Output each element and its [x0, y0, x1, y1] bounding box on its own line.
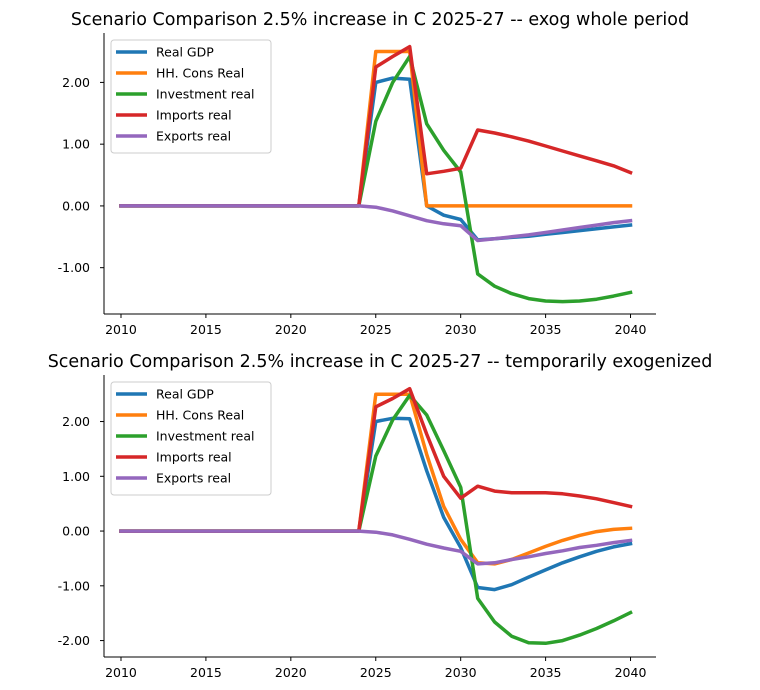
legend-label: Exports real: [156, 471, 231, 486]
y-tick-label: -1.00: [58, 260, 90, 275]
legend-label: Real GDP: [156, 45, 214, 60]
legend-label: Real GDP: [156, 387, 214, 402]
legend-label: Investment real: [156, 87, 254, 102]
chart-title: Scenario Comparison 2.5% increase in C 2…: [71, 10, 689, 30]
x-tick-label: 2030: [445, 665, 477, 680]
x-tick-label: 2010: [105, 322, 137, 337]
chart-temporarily-exogenized: Scenario Comparison 2.5% increase in C 2…: [48, 352, 713, 680]
y-tick-label: 0.00: [62, 198, 90, 213]
y-tick-label: 1.00: [62, 469, 90, 484]
y-tick-label: 1.00: [62, 137, 90, 152]
legend-label: Exports real: [156, 129, 231, 144]
y-tick-label: -2.00: [58, 633, 90, 648]
y-tick-label: 2.00: [62, 75, 90, 90]
legend-label: Investment real: [156, 429, 254, 444]
y-tick-label: 0.00: [62, 524, 90, 539]
chart-title: Scenario Comparison 2.5% increase in C 2…: [48, 352, 713, 372]
x-tick-label: 2010: [105, 665, 137, 680]
x-tick-label: 2040: [615, 665, 647, 680]
legend: Real GDP HH. Cons Real Investment real Impo…: [110, 381, 272, 496]
chart-exog-whole-period: Scenario Comparison 2.5% increase in C 2…: [58, 10, 689, 337]
legend-label: Imports real: [156, 108, 232, 123]
y-tick-label: 2.00: [62, 414, 90, 429]
legend-box: [110, 39, 272, 154]
y-tick-label: -1.00: [58, 578, 90, 593]
x-tick-label: 2025: [360, 322, 392, 337]
x-tick-label: 2035: [530, 665, 562, 680]
legend: Real GDP HH. Cons Real Investment real Impo…: [110, 39, 272, 154]
series-line-exports-real: [119, 204, 633, 243]
legend-box: [110, 381, 272, 496]
x-tick-label: 2020: [275, 665, 307, 680]
legend-label: HH. Cons Real: [156, 66, 244, 81]
x-tick-label: 2020: [275, 322, 307, 337]
x-tick-label: 2015: [190, 322, 222, 337]
x-tick-label: 2030: [445, 322, 477, 337]
series-line-exports-real: [119, 529, 633, 566]
x-tick-label: 2025: [360, 665, 392, 680]
legend-label: Imports real: [156, 450, 232, 465]
x-tick-label: 2040: [615, 322, 647, 337]
legend-label: HH. Cons Real: [156, 408, 244, 423]
x-tick-label: 2015: [190, 665, 222, 680]
x-tick-label: 2035: [530, 322, 562, 337]
